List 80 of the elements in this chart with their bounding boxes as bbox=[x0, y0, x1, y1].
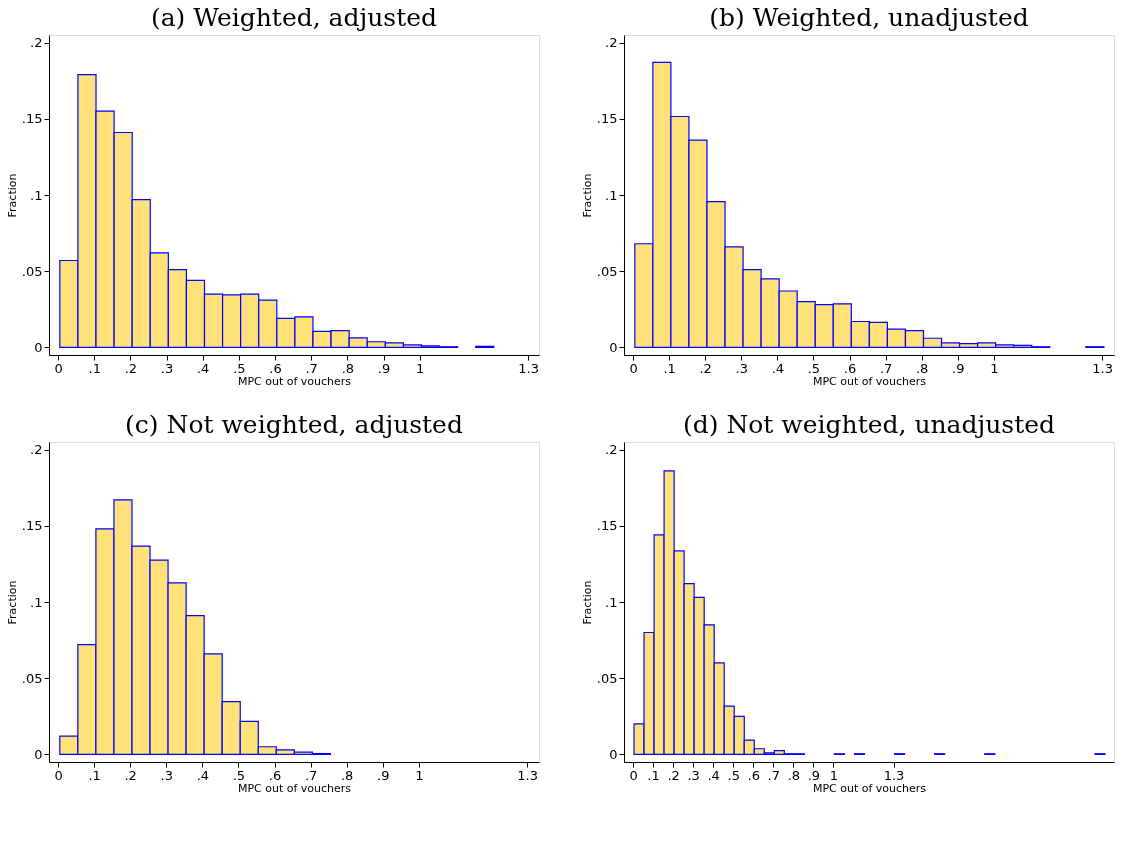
x-tick-label: .9 bbox=[807, 767, 821, 783]
x-tick-label: 0 bbox=[54, 360, 63, 376]
y-tick-label: .2 bbox=[30, 35, 43, 51]
x-tick-label: .4 bbox=[196, 360, 210, 376]
y-axis-title: Fraction bbox=[5, 173, 19, 218]
y-tick-label: 0 bbox=[609, 746, 618, 762]
x-tick-label: .8 bbox=[787, 767, 801, 783]
y-tick-label: .1 bbox=[30, 187, 43, 203]
y-axis-title: Fraction bbox=[580, 173, 594, 218]
x-tick-label: .3 bbox=[735, 360, 748, 376]
x-tick-label: .6 bbox=[747, 767, 760, 783]
x-tick-label: .8 bbox=[341, 360, 355, 376]
x-tick-label: .4 bbox=[707, 767, 720, 783]
x-tick-label: .5 bbox=[232, 767, 246, 783]
y-tick-label: 0 bbox=[609, 339, 618, 355]
y-tick-label: 0 bbox=[34, 746, 43, 762]
x-tick-label: 0 bbox=[54, 767, 63, 783]
x-tick-label: .6 bbox=[843, 360, 857, 376]
x-tick-label: 1.3 bbox=[518, 360, 539, 376]
y-tick-label: .15 bbox=[21, 518, 43, 534]
x-tick-label: .2 bbox=[124, 360, 138, 376]
y-tick-label: .05 bbox=[596, 263, 618, 279]
x-tick-label: .8 bbox=[340, 767, 354, 783]
x-tick-label: .1 bbox=[647, 767, 660, 783]
x-tick-label: .2 bbox=[667, 767, 680, 783]
x-tick-label: 1 bbox=[416, 360, 425, 376]
x-axis-title: MPC out of vouchers bbox=[812, 374, 927, 388]
y-tick-label: .1 bbox=[605, 187, 618, 203]
x-axis-title: MPC out of vouchers bbox=[237, 781, 352, 795]
y-tick-label: .05 bbox=[21, 263, 43, 279]
x-tick-label: .7 bbox=[879, 360, 893, 376]
x-tick-label: .2 bbox=[699, 360, 712, 376]
x-axis-title: MPC out of vouchers bbox=[812, 781, 927, 795]
x-tick-label: .1 bbox=[88, 360, 101, 376]
y-tick-label: .05 bbox=[21, 670, 43, 686]
y-tick-label: .1 bbox=[30, 594, 43, 610]
x-tick-label: .7 bbox=[305, 360, 318, 376]
y-tick-label: .2 bbox=[30, 442, 43, 458]
x-tick-label: .5 bbox=[807, 360, 821, 376]
x-tick-label: .4 bbox=[196, 767, 210, 783]
x-tick-label: 1.3 bbox=[517, 767, 538, 783]
x-tick-label: .9 bbox=[377, 360, 391, 376]
x-tick-label: .7 bbox=[767, 767, 781, 783]
y-tick-label: .05 bbox=[596, 670, 618, 686]
x-tick-label: 1 bbox=[415, 767, 424, 783]
x-tick-label: .7 bbox=[304, 767, 318, 783]
x-tick-label: .9 bbox=[952, 360, 965, 376]
y-tick-label: .1 bbox=[605, 594, 618, 610]
x-tick-label: .2 bbox=[124, 767, 137, 783]
x-tick-label: .6 bbox=[268, 767, 282, 783]
x-tick-label: .6 bbox=[269, 360, 282, 376]
x-tick-label: .4 bbox=[771, 360, 785, 376]
x-tick-label: .1 bbox=[663, 360, 676, 376]
y-tick-label: .15 bbox=[596, 111, 618, 127]
x-tick-label: 0 bbox=[629, 767, 638, 783]
chart-title: (a) Weighted, adjusted bbox=[150, 3, 438, 32]
y-axis-title: Fraction bbox=[5, 580, 19, 625]
x-tick-label: .1 bbox=[88, 767, 101, 783]
chart-title: (d) Not weighted, unadjusted bbox=[682, 410, 1056, 439]
y-axis-title: Fraction bbox=[580, 580, 594, 625]
y-tick-label: .2 bbox=[605, 35, 618, 51]
x-tick-label: .5 bbox=[233, 360, 246, 376]
y-tick-label: .2 bbox=[605, 442, 618, 458]
x-tick-label: 1 bbox=[829, 767, 839, 783]
chart-title: (b) Weighted, unadjusted bbox=[709, 3, 1029, 32]
x-axis-title: MPC out of vouchers bbox=[237, 374, 352, 388]
x-tick-label: 1 bbox=[990, 360, 999, 376]
chart-title: (c) Not weighted, adjusted bbox=[125, 410, 463, 439]
x-tick-label: 1.3 bbox=[1092, 360, 1113, 376]
y-tick-label: .15 bbox=[596, 518, 618, 534]
x-tick-label: .5 bbox=[727, 767, 740, 783]
y-tick-label: .15 bbox=[21, 111, 43, 127]
x-tick-label: .9 bbox=[377, 767, 390, 783]
x-tick-label: 1.3 bbox=[883, 767, 905, 783]
x-tick-label: .3 bbox=[160, 767, 173, 783]
y-tick-label: 0 bbox=[34, 339, 43, 355]
x-tick-label: .8 bbox=[915, 360, 929, 376]
x-tick-label: .3 bbox=[160, 360, 174, 376]
x-tick-label: .3 bbox=[687, 767, 700, 783]
x-tick-label: 0 bbox=[629, 360, 638, 376]
